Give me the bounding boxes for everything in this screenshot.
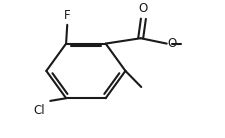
Text: O: O: [167, 37, 176, 50]
Text: F: F: [64, 9, 70, 22]
Text: O: O: [138, 2, 147, 15]
Text: Cl: Cl: [33, 104, 44, 117]
